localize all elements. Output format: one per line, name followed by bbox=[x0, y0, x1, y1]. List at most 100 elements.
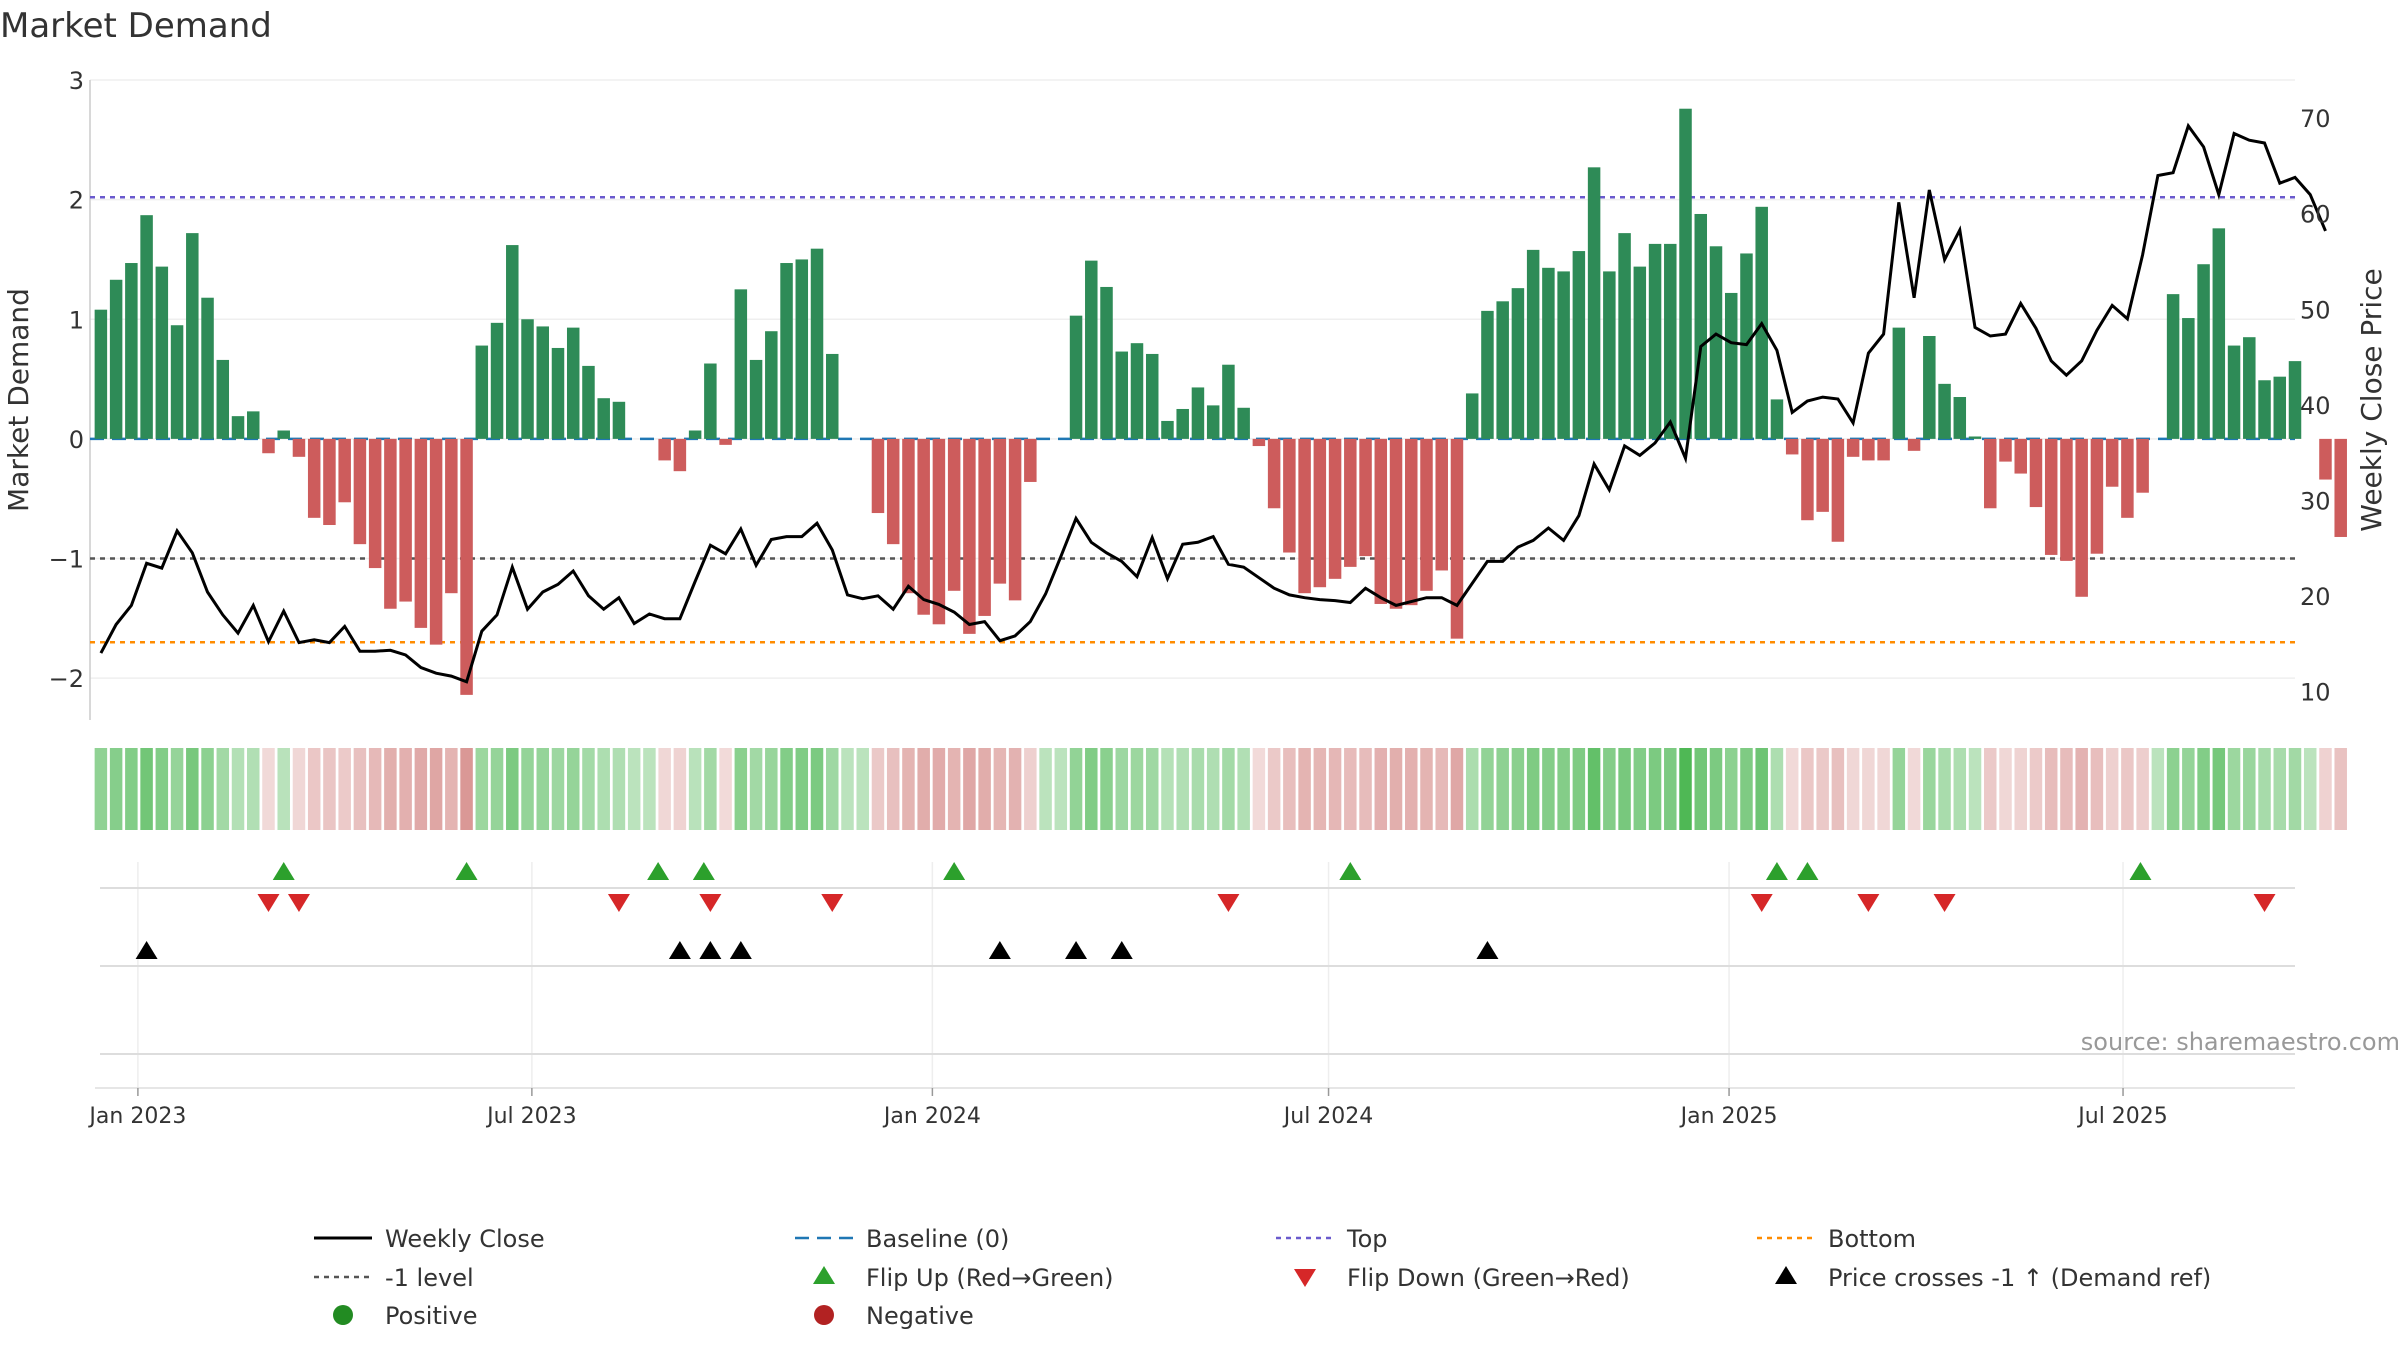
flip-up-markers bbox=[272, 862, 2152, 880]
flip-up-marker bbox=[1339, 862, 1362, 880]
price-cross-marker bbox=[1110, 941, 1133, 959]
heat-cell bbox=[749, 748, 763, 830]
flip-down-marker bbox=[1217, 894, 1240, 912]
demand-bar-positive bbox=[826, 353, 839, 439]
demand-bar-positive bbox=[140, 215, 153, 439]
heat-cell bbox=[2044, 748, 2058, 830]
demand-bar-positive bbox=[490, 322, 504, 439]
right-tick-label: 20 bbox=[2300, 583, 2331, 611]
flip-up-marker bbox=[692, 862, 715, 880]
demand-bar-negative bbox=[871, 438, 885, 514]
demand-bar-negative bbox=[323, 438, 336, 526]
heat-cell bbox=[2166, 748, 2180, 830]
heat-cell bbox=[1283, 748, 1296, 830]
demand-bar-positive bbox=[810, 248, 824, 439]
demand-bar-negative bbox=[1283, 438, 1296, 553]
heat-cell bbox=[2151, 748, 2165, 830]
legend-label: Bottom bbox=[1828, 1225, 1916, 1253]
heat-cell bbox=[688, 748, 702, 830]
heat-cell bbox=[170, 748, 184, 830]
legend-label: Price crosses -1 ↑ (Demand ref) bbox=[1828, 1264, 2211, 1292]
demand-bar-negative bbox=[1862, 438, 1875, 461]
heat-cell bbox=[2029, 748, 2043, 830]
demand-bar-positive bbox=[1724, 292, 1738, 439]
signal-panel: Jan 2023 Jul 2023 Jan 2024 Jul 2024 Jan 2025… bbox=[87, 862, 2400, 1129]
heat-cell bbox=[307, 748, 321, 830]
price-cross-marker bbox=[729, 941, 752, 959]
price-cross-marker bbox=[668, 941, 691, 959]
flip-up-marker bbox=[1796, 862, 1819, 880]
heat-cell bbox=[1907, 748, 1921, 830]
heat-cell bbox=[1633, 748, 1647, 830]
demand-bar-positive bbox=[186, 233, 199, 439]
legend-swatch-price-cross bbox=[1775, 1266, 1797, 1284]
demand-bar-positive bbox=[780, 263, 793, 439]
flip-down-marker bbox=[1857, 894, 1880, 912]
heat-cell bbox=[460, 748, 473, 830]
source-note: source: sharemaestro.com bbox=[2081, 1028, 2400, 1056]
flip-up-marker bbox=[272, 862, 295, 880]
x-tick-label: Jul 2023 bbox=[485, 1104, 577, 1129]
demand-bar-negative bbox=[1785, 438, 1799, 455]
demand-bar-negative bbox=[307, 438, 321, 518]
heat-cell bbox=[2288, 748, 2302, 830]
heat-cell bbox=[1877, 748, 1890, 830]
heat-cell bbox=[780, 748, 793, 830]
heat-cell bbox=[1770, 748, 1784, 830]
legend: Weekly Close Baseline (0) Top Bottom -1 … bbox=[314, 1225, 2211, 1330]
flip-down-marker bbox=[1750, 894, 1773, 912]
demand-bar-positive bbox=[125, 263, 138, 439]
demand-bar-positive bbox=[155, 266, 169, 439]
legend-label: Top bbox=[1346, 1225, 1388, 1253]
right-tick-label: 40 bbox=[2300, 392, 2331, 420]
legend-swatch-negative bbox=[814, 1305, 834, 1325]
heat-cell bbox=[368, 748, 382, 830]
heat-cell bbox=[1999, 748, 2012, 830]
x-tick-label: Jan 2024 bbox=[882, 1104, 981, 1129]
demand-bar-negative bbox=[886, 438, 900, 545]
heat-cell bbox=[247, 748, 260, 830]
demand-bar-negative bbox=[1389, 438, 1403, 609]
heat-cell bbox=[1344, 748, 1357, 830]
demand-bar-positive bbox=[1542, 267, 1555, 439]
demand-bar-positive bbox=[170, 325, 184, 439]
heat-cell bbox=[2243, 748, 2256, 830]
demand-bar-positive bbox=[582, 365, 595, 439]
heat-cell bbox=[1816, 748, 1829, 830]
demand-bar-positive bbox=[475, 345, 489, 439]
heat-cell bbox=[1191, 748, 1205, 830]
demand-bar-negative bbox=[2105, 438, 2119, 487]
heat-cell bbox=[2303, 748, 2317, 830]
demand-bar-negative bbox=[719, 438, 732, 445]
heat-cell bbox=[277, 748, 290, 830]
price-cross-marker bbox=[135, 941, 158, 959]
heat-cell bbox=[1831, 748, 1845, 830]
heat-cell bbox=[993, 748, 1007, 830]
heat-cell bbox=[1740, 748, 1753, 830]
heat-cell bbox=[1252, 748, 1266, 830]
demand-bar-positive bbox=[2166, 294, 2180, 439]
heat-cell bbox=[719, 748, 732, 830]
left-tick-label: 3 bbox=[69, 67, 84, 95]
left-tick-label: 2 bbox=[69, 187, 84, 215]
heat-cell bbox=[262, 748, 275, 830]
demand-bar-positive bbox=[734, 289, 748, 439]
demand-bar-negative bbox=[1008, 438, 1022, 601]
demand-bar-positive bbox=[1709, 246, 1723, 439]
demand-bar-negative bbox=[429, 438, 443, 645]
demand-bar-negative bbox=[2029, 438, 2043, 508]
heat-cell bbox=[1237, 748, 1250, 830]
heat-cell bbox=[1694, 748, 1708, 830]
legend-label: Flip Down (Green→Red) bbox=[1347, 1264, 1630, 1292]
heat-cell bbox=[1161, 748, 1174, 830]
legend-item-positive: Positive bbox=[333, 1302, 478, 1330]
heat-cell bbox=[2014, 748, 2027, 830]
demand-bar-positive bbox=[612, 401, 626, 439]
flip-down-marker bbox=[287, 894, 310, 912]
demand-bar-positive bbox=[1161, 420, 1174, 439]
demand-bar-negative bbox=[993, 438, 1007, 584]
heat-cell bbox=[1724, 748, 1738, 830]
legend-label: -1 level bbox=[385, 1264, 474, 1292]
flip-down-marker bbox=[2253, 894, 2276, 912]
